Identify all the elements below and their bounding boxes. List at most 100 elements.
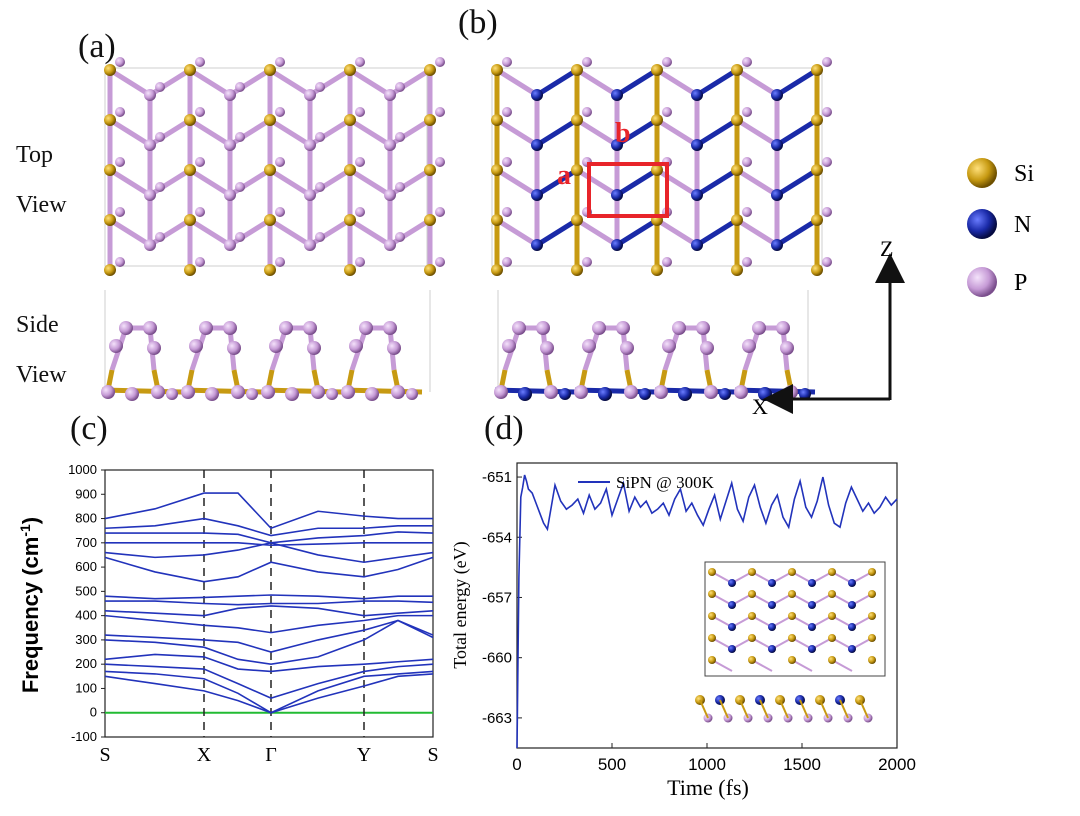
si-atom <box>424 64 436 76</box>
si-atom <box>344 64 356 76</box>
p-atom <box>391 385 405 399</box>
phonon-band <box>105 531 434 544</box>
inset-bond <box>719 699 729 719</box>
p-atom <box>155 182 165 192</box>
p-atom <box>189 339 203 353</box>
p-atom <box>235 232 245 242</box>
p-atom <box>235 132 245 142</box>
n-atom <box>531 189 543 201</box>
x-tick-label: 1500 <box>783 755 821 774</box>
p-atom <box>784 385 798 399</box>
n-atom <box>768 601 776 609</box>
x-axis-label: Time (fs) <box>667 775 749 800</box>
bond <box>694 117 740 148</box>
p-atom <box>662 57 672 67</box>
bond <box>147 117 193 148</box>
p-atom <box>151 385 165 399</box>
p-atom <box>742 57 752 67</box>
p-atom <box>592 321 606 335</box>
n-atom <box>611 239 623 251</box>
bond <box>187 217 233 248</box>
phonon-band <box>104 619 434 665</box>
y-tick-label: 0 <box>90 705 97 720</box>
p-atom <box>195 257 205 267</box>
x-tick-label: X <box>197 744 212 766</box>
si-atom <box>491 164 503 176</box>
p-atom <box>195 157 205 167</box>
y-tick-label: 700 <box>75 535 97 550</box>
bond <box>107 117 153 148</box>
legend-p-marker <box>967 267 997 297</box>
n-atom <box>848 623 856 631</box>
n-atom <box>771 189 783 201</box>
si-atom <box>811 164 823 176</box>
bond <box>267 217 313 248</box>
side-view-label-1: Side <box>16 312 59 338</box>
n-atom <box>808 601 816 609</box>
phonon-band <box>104 653 434 673</box>
n-atom <box>799 388 811 400</box>
p-atom <box>326 388 338 400</box>
si-atom <box>748 634 756 642</box>
p-atom <box>742 107 752 117</box>
bond <box>654 117 700 148</box>
p-atom <box>742 257 752 267</box>
si-atom <box>828 612 836 620</box>
p-atom <box>115 57 125 67</box>
si-atom <box>344 264 356 276</box>
p-atom <box>502 339 516 353</box>
phonon-band <box>105 600 434 606</box>
n-atom <box>639 388 651 400</box>
p-atom <box>304 189 316 201</box>
bond <box>307 167 353 198</box>
p-atom <box>502 207 512 217</box>
si-atom <box>424 114 436 126</box>
si-atom <box>491 214 503 226</box>
energy-time-chart: 0 500 1000 1500 2000 -651 -654 -657 -660 -663 SiPN… <box>450 462 916 800</box>
bond <box>107 67 153 98</box>
si-atom <box>184 214 196 226</box>
bond <box>534 217 580 248</box>
bond <box>147 67 193 98</box>
p-atom <box>235 182 245 192</box>
bond <box>147 217 193 248</box>
si-atom <box>264 164 276 176</box>
p-atom <box>303 321 317 335</box>
p-atom <box>155 132 165 142</box>
si-atom <box>828 656 836 664</box>
n-atom <box>808 579 816 587</box>
si-atom <box>344 114 356 126</box>
si-atom <box>651 164 663 176</box>
p-atom <box>752 321 766 335</box>
phonon-band <box>104 619 434 653</box>
p-atom <box>205 387 219 401</box>
bond <box>494 117 540 148</box>
si-atom <box>491 264 503 276</box>
bond <box>494 217 540 248</box>
si-atom <box>104 164 116 176</box>
p-atom <box>349 339 363 353</box>
inset-bond <box>819 699 829 719</box>
si-atom <box>571 264 583 276</box>
inset-bond <box>739 699 749 719</box>
p-atom <box>742 157 752 167</box>
x-tick-label: 500 <box>598 755 626 774</box>
y-tick-label: 900 <box>75 486 97 501</box>
p-atom <box>494 385 508 399</box>
phonon-band <box>104 517 433 537</box>
n-atom <box>518 387 532 401</box>
p-atom <box>365 387 379 401</box>
p-atom <box>261 385 275 399</box>
si-atom <box>868 656 876 664</box>
n-atom <box>728 645 736 653</box>
phonon-band <box>104 541 434 564</box>
p-atom <box>502 157 512 167</box>
p-atom <box>115 107 125 117</box>
p-atom <box>582 257 592 267</box>
p-atom <box>101 385 115 399</box>
legend-n-label: N <box>1014 212 1031 238</box>
si-atom <box>731 64 743 76</box>
bond <box>187 67 233 98</box>
p-atom <box>223 321 237 335</box>
si-atom <box>571 64 583 76</box>
